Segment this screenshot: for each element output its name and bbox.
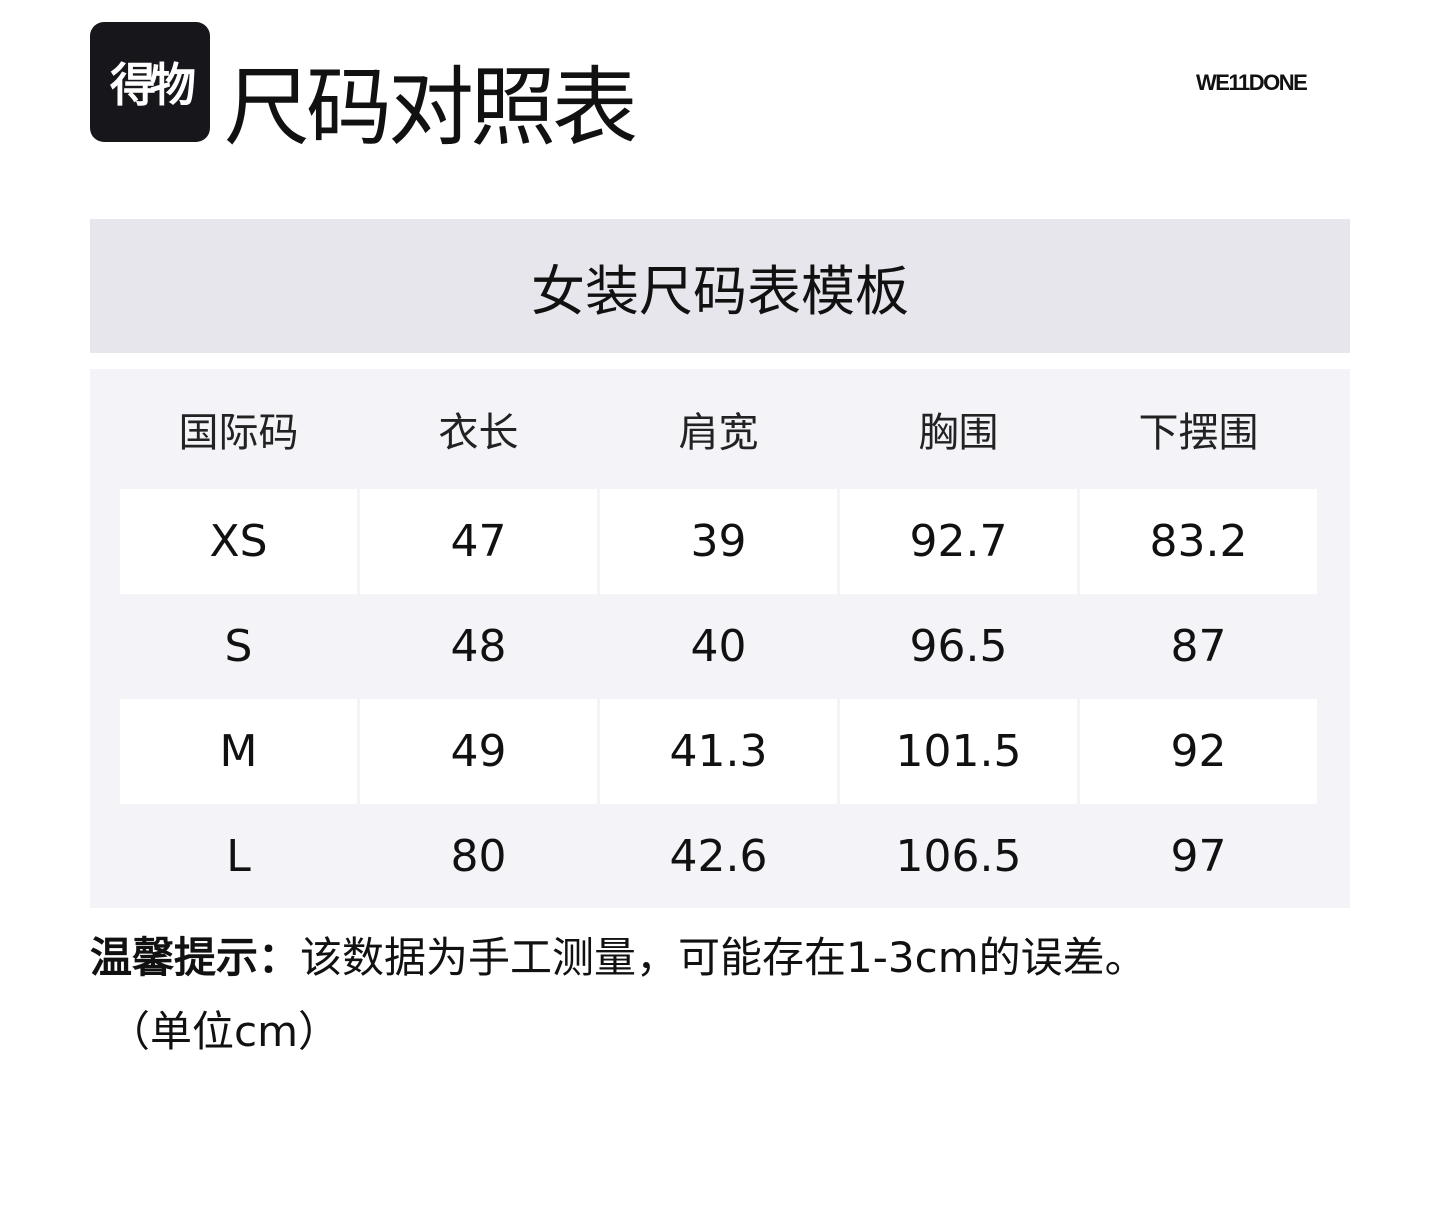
tip-text: 该数据为手工测量，可能存在1-3cm的误差。 [300, 933, 1147, 982]
tip-note: 温馨提示：该数据为手工测量，可能存在1-3cm的误差。 [90, 928, 1147, 988]
table-cell: 39 [600, 489, 837, 594]
page-title: 尺码对照表 [224, 58, 638, 158]
table-cell: 92 [1080, 699, 1317, 804]
table-row: M 49 41.3 101.5 92 [120, 699, 1320, 804]
column-header: 国际码 [178, 410, 299, 456]
table-cell: 87 [1170, 621, 1227, 672]
tip-label: 温馨提示： [90, 933, 301, 982]
table-cell: 41.3 [600, 699, 837, 804]
size-table: 国际码 衣长 肩宽 胸围 下摆围 XS 47 39 92.7 83.2 S 48 40 96.5… [90, 369, 1350, 908]
table-cell: 40 [690, 621, 747, 672]
table-cell: 83.2 [1080, 489, 1317, 594]
table-header-row: 国际码 衣长 肩宽 胸围 下摆围 [120, 369, 1320, 489]
column-header: 胸围 [918, 410, 999, 456]
table-cell: 92.7 [840, 489, 1077, 594]
table-cell: 97 [1170, 831, 1227, 882]
table-row: XS 47 39 92.7 83.2 [120, 489, 1320, 594]
table-row: L 80 42.6 106.5 97 [120, 804, 1320, 909]
table-cell: S [224, 621, 253, 672]
table-cell: 80 [450, 831, 507, 882]
column-header: 肩宽 [678, 410, 759, 456]
table-cell: L [226, 831, 251, 882]
table-cell: M [120, 699, 357, 804]
unit-note: （单位cm） [108, 1007, 341, 1056]
table-cell: 96.5 [909, 621, 1008, 672]
table-cell: 42.6 [669, 831, 768, 882]
table-row: S 48 40 96.5 87 [120, 594, 1320, 699]
dewu-logo: 得物 [90, 22, 210, 142]
table-title: 女装尺码表模板 [90, 219, 1350, 353]
column-header: 衣长 [438, 410, 519, 456]
table-cell: 106.5 [895, 831, 1022, 882]
table-cell: XS [120, 489, 357, 594]
brand-name: WE11DONE [1196, 70, 1308, 95]
table-cell: 47 [360, 489, 597, 594]
column-header: 下摆围 [1138, 410, 1259, 456]
table-cell: 101.5 [840, 699, 1077, 804]
table-cell: 48 [450, 621, 507, 672]
table-cell: 49 [360, 699, 597, 804]
